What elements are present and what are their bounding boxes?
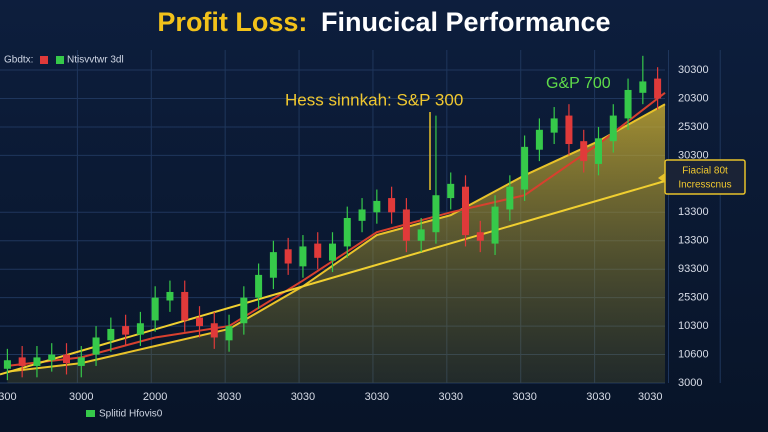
title-lead: Profit Loss: bbox=[157, 7, 307, 37]
candle-body bbox=[432, 195, 440, 233]
candle-body bbox=[18, 357, 26, 366]
candle-body bbox=[358, 209, 366, 221]
y-tick-label: 10300 bbox=[678, 320, 709, 332]
x-tick-label: 3030 bbox=[512, 391, 536, 403]
chart-title: Profit Loss: Finucical Performance bbox=[157, 7, 610, 37]
candle-body bbox=[595, 138, 602, 164]
line bbox=[7, 92, 666, 367]
candle-body bbox=[624, 89, 632, 119]
candle-body bbox=[240, 297, 248, 324]
x-tick-label: 2000 bbox=[143, 391, 167, 403]
candle-body bbox=[373, 200, 381, 213]
line bbox=[7, 103, 666, 373]
legend-swatch bbox=[86, 410, 95, 417]
candle-body bbox=[210, 323, 218, 338]
legend-swatch bbox=[56, 56, 64, 64]
y-tick-label: 30300 bbox=[678, 64, 709, 76]
candle-body bbox=[151, 297, 159, 321]
candle-body bbox=[314, 243, 322, 258]
callout-arrow bbox=[658, 173, 665, 183]
candle-body bbox=[639, 81, 647, 93]
candle-body bbox=[565, 115, 573, 145]
candle-body bbox=[580, 141, 588, 162]
candle-body bbox=[92, 337, 100, 355]
y-tick-label: 13300 bbox=[678, 206, 709, 218]
candle-body bbox=[343, 217, 351, 247]
y-tick-label: 30300 bbox=[678, 149, 709, 161]
candle-body bbox=[447, 183, 455, 199]
title-rest: Finucical Performance bbox=[321, 7, 611, 37]
candle-body bbox=[329, 243, 336, 261]
candle-body bbox=[550, 118, 558, 133]
y-tick-label: 13300 bbox=[678, 235, 709, 247]
legend-swatch bbox=[40, 56, 48, 64]
x-tick-label: 3030 bbox=[365, 391, 389, 403]
x-tick-label: 3030 bbox=[438, 391, 462, 403]
area bbox=[7, 104, 665, 383]
candle-body bbox=[136, 323, 144, 335]
x-tick-label: 3030 bbox=[638, 391, 662, 403]
y-tick-label: 3000 bbox=[678, 377, 702, 389]
candle-body bbox=[609, 115, 617, 142]
candle-body bbox=[269, 252, 277, 278]
legend-label: Splitid Hfovis0 bbox=[99, 409, 163, 420]
x-tick-label: 3000 bbox=[69, 391, 93, 403]
candle-body bbox=[77, 357, 85, 366]
candle-body bbox=[417, 229, 425, 241]
y-tick-label: 10600 bbox=[678, 348, 709, 360]
callout-text: Incresscnus bbox=[678, 180, 731, 191]
candle-body bbox=[521, 146, 529, 190]
y-tick-label: 93300 bbox=[678, 263, 709, 275]
x-tick-label: 300 bbox=[0, 391, 17, 403]
candle-body bbox=[122, 326, 130, 335]
candle-body bbox=[284, 249, 292, 264]
candle-body bbox=[299, 246, 307, 267]
candle-body bbox=[63, 354, 70, 364]
candle-body bbox=[535, 129, 543, 150]
annotation: Hess sinnkah: S&P 300 bbox=[285, 90, 463, 109]
callout-text: Fiacial 80t bbox=[682, 166, 728, 177]
candle-body bbox=[388, 198, 396, 213]
candle-body bbox=[107, 328, 115, 341]
y-tick-label: 20300 bbox=[678, 92, 709, 104]
x-tick-label: 3030 bbox=[586, 391, 610, 403]
legend-label: Gbdtx: bbox=[4, 55, 33, 66]
candle-body bbox=[255, 274, 263, 298]
candle-body bbox=[225, 326, 233, 341]
candle-body bbox=[506, 186, 514, 210]
candle-body bbox=[654, 78, 662, 99]
y-tick-label: 25300 bbox=[678, 121, 709, 133]
candle-body bbox=[48, 354, 56, 361]
candle-body bbox=[402, 209, 410, 241]
annotation: G&P 700 bbox=[546, 75, 611, 92]
candle-body bbox=[462, 186, 469, 236]
candle-body bbox=[166, 291, 174, 301]
candle-body bbox=[196, 317, 203, 327]
candle-body bbox=[476, 232, 484, 241]
candle-body bbox=[3, 360, 11, 369]
legend-label: Ntisvvtwr 3dl bbox=[67, 55, 124, 66]
y-tick-label: 25300 bbox=[678, 292, 709, 304]
candle-body bbox=[491, 206, 499, 244]
candle-body bbox=[181, 291, 189, 321]
x-tick-label: 3030 bbox=[217, 391, 241, 403]
x-tick-label: 3030 bbox=[291, 391, 315, 403]
candle-body bbox=[33, 357, 41, 366]
